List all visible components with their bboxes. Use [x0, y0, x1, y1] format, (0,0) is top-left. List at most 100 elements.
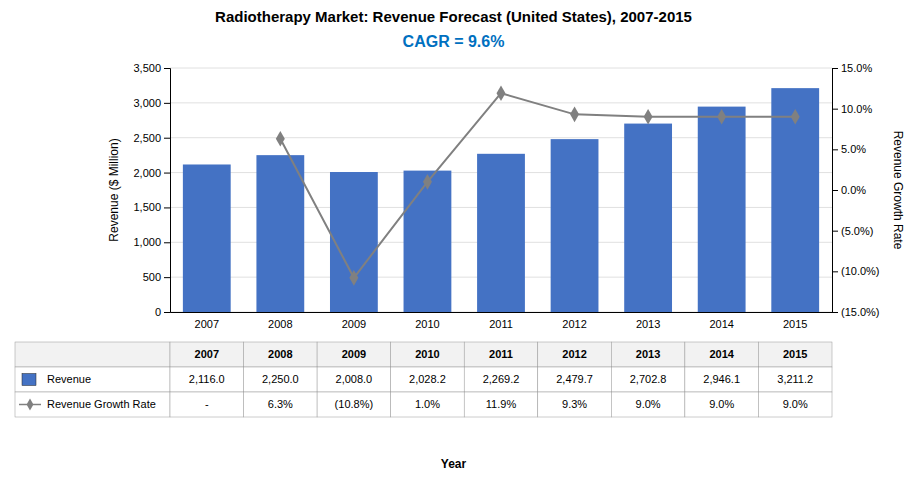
- legend-icon: [27, 399, 34, 411]
- axis: 05001,0001,5002,0002,5003,0003,500: [133, 62, 170, 318]
- tick-mark: [832, 312, 838, 313]
- tick-mark: [164, 277, 170, 278]
- tick-label: 0: [155, 306, 161, 318]
- tick-label: 0.0%: [841, 184, 866, 196]
- tick-label: (10.0%): [841, 265, 880, 277]
- data-label: 9.3%: [562, 398, 587, 410]
- table-cell: [317, 342, 391, 367]
- table-cell: [170, 342, 244, 367]
- tick-mark: [164, 312, 170, 313]
- data-label: 6.3%: [268, 398, 293, 410]
- table-header: 2009: [342, 348, 366, 360]
- table-cell: [685, 342, 759, 367]
- data-label: 9.0%: [709, 398, 734, 410]
- legend-entry: Revenue: [47, 373, 91, 385]
- grid-line: [170, 102, 832, 103]
- tick-label: 500: [143, 271, 161, 283]
- tick: 2010: [415, 312, 439, 330]
- tick-mark: [832, 68, 838, 69]
- bar: [551, 139, 599, 312]
- tick-label: 2,500: [133, 132, 161, 144]
- data-table: 200720082009201020112012201320142015Reve…: [15, 342, 832, 417]
- table-cell: [317, 392, 391, 417]
- tick-mark: [832, 231, 838, 232]
- tick-label: 3,500: [133, 62, 161, 74]
- table-header: 2015: [783, 348, 807, 360]
- table-cell: [391, 367, 465, 392]
- tick: 15.0%: [832, 62, 872, 74]
- data-label: 2,702.8: [630, 373, 667, 385]
- table-cell: [15, 367, 170, 392]
- tick: 2011: [489, 312, 513, 330]
- tick: 2012: [562, 312, 586, 330]
- bar: [771, 88, 819, 312]
- table-cell: [538, 342, 612, 367]
- tick-mark: [164, 103, 170, 104]
- table-cell: [391, 342, 465, 367]
- tick-label: 10.0%: [841, 103, 872, 115]
- data-label: 9.0%: [783, 398, 808, 410]
- tick: 2007: [195, 312, 219, 330]
- tick-mark: [832, 271, 838, 272]
- data-label: (10.8%): [335, 398, 374, 410]
- data-label: 2,116.0: [189, 373, 225, 385]
- grid-line: [170, 68, 832, 69]
- marker: [791, 109, 800, 125]
- tick-mark: [832, 109, 838, 110]
- bar: [183, 164, 231, 312]
- table-cell: [464, 367, 538, 392]
- table-header: 2012: [562, 348, 586, 360]
- tick-mark: [164, 242, 170, 243]
- tick-label: 2,000: [133, 167, 161, 179]
- tick: 1,000: [133, 236, 170, 248]
- title: Radiotherapy Market: Revenue Forecast (U…: [215, 8, 692, 25]
- data-label: 3,211.2: [777, 373, 813, 385]
- tick: 2015: [783, 312, 807, 330]
- tick-label: 2015: [783, 318, 807, 330]
- chart: Radiotherapy Market: Revenue Forecast (U…: [0, 0, 907, 480]
- tick-label: 1,000: [133, 236, 161, 248]
- bar-series: [183, 88, 819, 312]
- data-label: 11.9%: [486, 398, 517, 410]
- data-label: 1.0%: [415, 398, 440, 410]
- table-cell: [758, 367, 832, 392]
- tick-mark: [164, 207, 170, 208]
- table-cell: [464, 392, 538, 417]
- table-cell: [170, 367, 244, 392]
- tick-mark: [832, 190, 838, 191]
- tick-label: 2009: [342, 318, 366, 330]
- tick-mark: [164, 68, 170, 69]
- tick: (5.0%): [832, 225, 873, 237]
- axis-line: [164, 69, 171, 313]
- table-cell: [685, 392, 759, 417]
- marker: [644, 109, 653, 125]
- table-cell: [538, 392, 612, 417]
- table-header: 2011: [489, 348, 513, 360]
- tick: 2,500: [133, 132, 170, 144]
- table-cell: [317, 367, 391, 392]
- table-cell: [758, 392, 832, 417]
- tick: 5.0%: [832, 143, 866, 155]
- tick: 2013: [636, 312, 660, 330]
- tick-label: 5.0%: [841, 143, 866, 155]
- axis-title: Year: [441, 457, 467, 471]
- data-label: 2,008.0: [336, 373, 373, 385]
- tick-label: 2011: [489, 318, 513, 330]
- bar: [477, 154, 525, 312]
- bar: [330, 172, 378, 312]
- tick-label: 15.0%: [841, 62, 872, 74]
- table-cell: [15, 342, 170, 367]
- table-header: 2008: [268, 348, 292, 360]
- tick-mark: [164, 173, 170, 174]
- table-cell: [244, 367, 318, 392]
- table-cell: [15, 392, 170, 417]
- marker: [717, 109, 726, 125]
- line: [280, 93, 795, 278]
- tick: (15.0%): [832, 306, 880, 318]
- data-label: 2,269.2: [483, 373, 520, 385]
- tick: 0.0%: [832, 184, 866, 196]
- tick: 2,000: [133, 167, 170, 179]
- table-header: 2014: [709, 348, 734, 360]
- tick-mark: [164, 138, 170, 139]
- tick: 500: [143, 271, 170, 283]
